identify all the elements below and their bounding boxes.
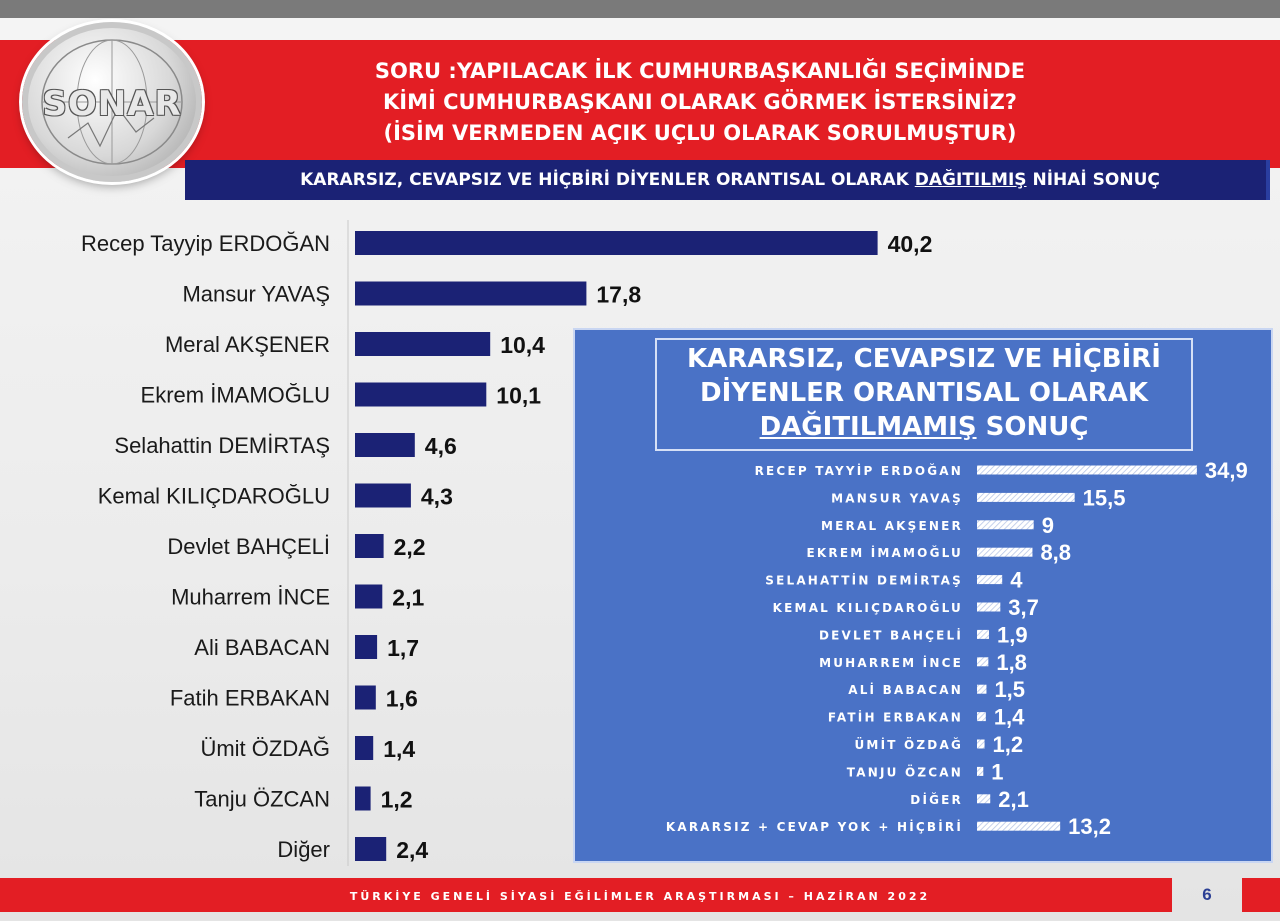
inset-title-box: [655, 338, 1193, 451]
logo-text: SONAR: [42, 84, 182, 124]
question-line: KİMİ CUMHURBAŞKANI OLARAK GÖRMEK İSTERSİ…: [383, 90, 1017, 114]
question-line: SORU :YAPILACAK İLK CUMHURBAŞKANLIĞI SEÇ…: [374, 59, 1026, 83]
subtitle-before: KARARSIZ, CEVAPSIZ VE HİÇBİRİ DİYENLER O…: [300, 170, 915, 190]
page-number: 6: [1202, 885, 1212, 904]
subtitle-bar: [185, 160, 1270, 200]
inset-title-after: SONUÇ: [976, 412, 1089, 442]
question-title: SORU :YAPILACAK İLK CUMHURBAŞKANLIĞI SEÇ…: [300, 56, 1100, 149]
inset-title-line: KARARSIZ, CEVAPSIZ VE HİÇBİRİ: [687, 344, 1161, 374]
footer-red-band-right: [1242, 878, 1280, 912]
subtitle-text: KARARSIZ, CEVAPSIZ VE HİÇBİRİ DİYENLER O…: [200, 170, 1260, 190]
inset-panel: [573, 328, 1273, 863]
subtitle-underlined: DAĞITILMIŞ: [914, 170, 1027, 190]
sonar-logo: SONAR: [22, 22, 202, 182]
footer-red-band: [0, 878, 1172, 912]
inset-title-underlined: DAĞITILMAMIŞ: [759, 412, 977, 442]
footer-text: TÜRKİYE GENELİ SİYASİ EĞİLİMLER ARAŞTIRM…: [349, 890, 931, 903]
inset-title-line: DAĞITILMAMIŞ SONUÇ: [655, 410, 1193, 444]
question-line: (İSİM VERMEDEN AÇIK UÇLU OLARAK SORULMUŞ…: [383, 121, 1017, 145]
header-red-band: [0, 40, 1280, 168]
subtitle-after: NİHAİ SONUÇ: [1026, 170, 1160, 190]
inset-title-line: DİYENLER ORANTISAL OLARAK: [700, 378, 1148, 408]
logo-globe-icon: [41, 39, 183, 165]
inset-title: KARARSIZ, CEVAPSIZ VE HİÇBİRİ DİYENLER O…: [655, 342, 1193, 444]
